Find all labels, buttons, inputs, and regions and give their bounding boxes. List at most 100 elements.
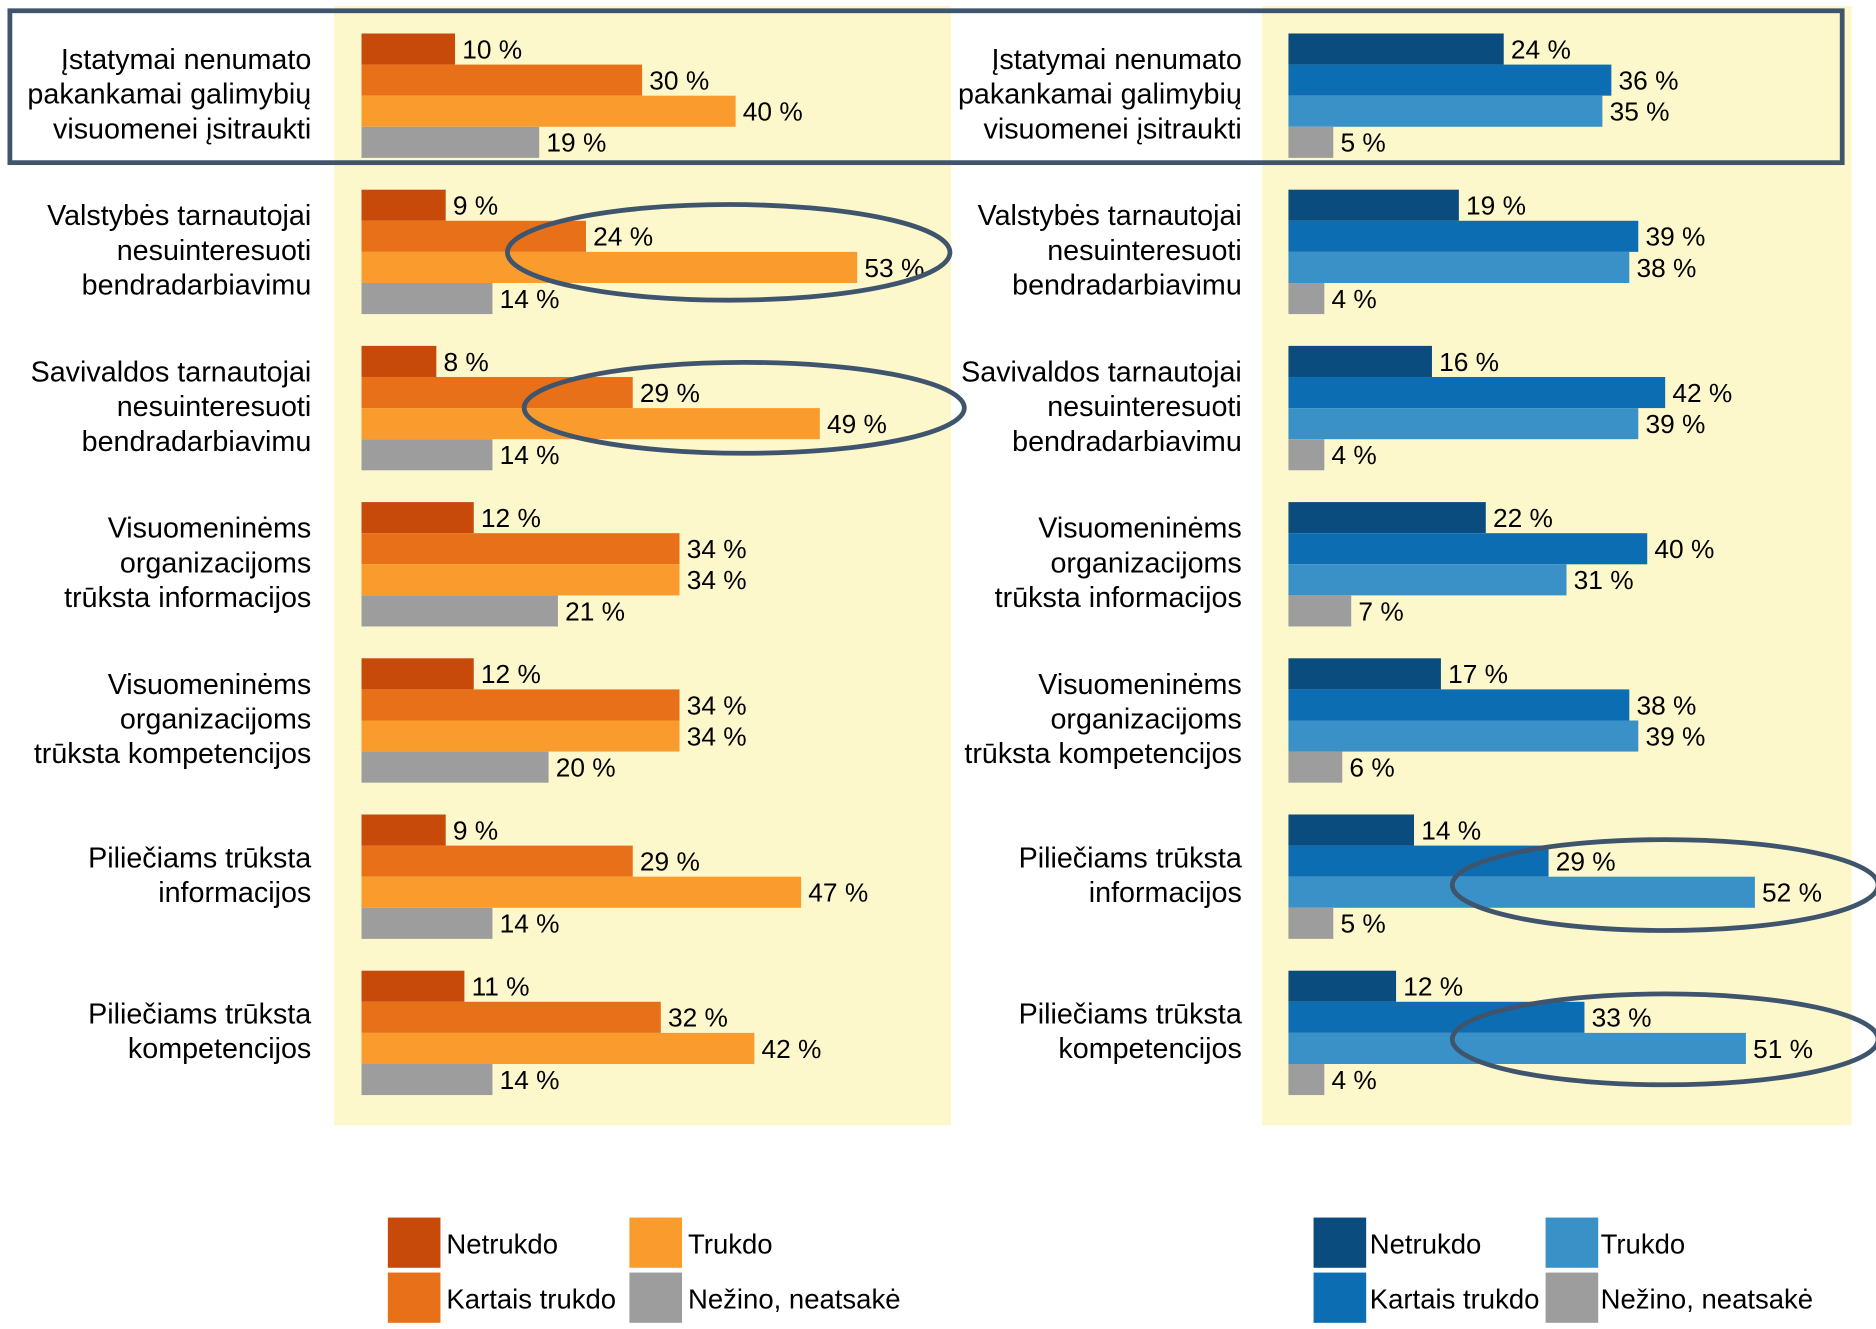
bar <box>1288 658 1441 690</box>
value-label: 47 % <box>808 878 868 908</box>
value-label: 33 % <box>1592 1003 1652 1033</box>
bar <box>361 533 680 565</box>
value-label: 34 % <box>687 534 747 564</box>
legend-swatch <box>629 1272 683 1323</box>
bar <box>1288 907 1334 939</box>
value-label: 42 % <box>762 1034 822 1064</box>
value-label: 22 % <box>1493 503 1553 533</box>
bar <box>361 345 437 377</box>
value-label: 8 % <box>444 347 489 377</box>
bar <box>1288 689 1630 721</box>
bar <box>361 439 493 471</box>
highlight-box <box>7 8 1845 166</box>
bar <box>1288 595 1352 627</box>
value-label: 12 % <box>481 503 541 533</box>
value-label: 21 % <box>565 596 625 626</box>
bar <box>1288 220 1639 252</box>
legend-swatch <box>629 1217 683 1268</box>
bar <box>1288 376 1666 409</box>
value-label: 9 % <box>453 191 498 221</box>
value-label: 38 % <box>1636 253 1696 283</box>
value-label: 40 % <box>743 97 803 127</box>
bar <box>361 126 540 158</box>
value-label: 12 % <box>1403 972 1463 1002</box>
value-label: 31 % <box>1574 565 1634 595</box>
bar <box>361 251 858 283</box>
value-label: 29 % <box>640 378 700 408</box>
highlight-ellipse <box>521 360 967 456</box>
value-label: 14 % <box>500 909 560 939</box>
value-label: 42 % <box>1672 378 1732 408</box>
value-label: 29 % <box>640 846 700 876</box>
value-label: 14 % <box>500 1065 560 1095</box>
value-label: 20 % <box>556 752 616 782</box>
value-label: 34 % <box>687 721 747 751</box>
bar <box>361 1063 493 1096</box>
category-label: Visuomeninėms organizacijoms trūksta infor… <box>64 512 311 613</box>
bar <box>1288 345 1432 377</box>
bar <box>361 1001 661 1033</box>
legend-label: Netrukdo <box>1370 1229 1482 1260</box>
value-label: 14 % <box>500 284 560 314</box>
legend-label: Kartais trukdo <box>446 1284 616 1315</box>
bar <box>1288 95 1603 127</box>
value-label: 4 % <box>1331 440 1376 470</box>
category-label: Savivaldos tarnautojai nesuinteresuoti ben… <box>961 356 1242 457</box>
category-label: Savivaldos tarnautojai nesuinteresuoti ben… <box>31 356 312 457</box>
bar <box>361 64 643 96</box>
bar <box>1288 533 1648 565</box>
legend-label: Nežino, neatsakė <box>688 1284 901 1315</box>
legend-swatch <box>387 1272 441 1323</box>
bar <box>361 845 633 877</box>
legend-label: Kartais trukdo <box>1370 1284 1540 1315</box>
bar <box>1288 751 1343 783</box>
bar <box>1288 189 1459 221</box>
value-label: 34 % <box>687 565 747 595</box>
bar <box>1288 33 1504 65</box>
category-label: Piliečiams trūksta kompetencijos <box>1019 998 1242 1065</box>
value-label: 14 % <box>500 440 560 470</box>
value-label: 34 % <box>687 690 747 720</box>
bar <box>361 689 680 721</box>
value-label: 9 % <box>453 815 498 845</box>
category-label: Piliečiams trūksta kompetencijos <box>88 998 311 1065</box>
bar <box>1288 564 1567 596</box>
bar <box>361 876 802 908</box>
bar <box>361 564 680 596</box>
bar <box>361 814 446 846</box>
value-label: 39 % <box>1645 222 1705 252</box>
bar <box>361 95 736 127</box>
value-label: 14 % <box>1421 815 1481 845</box>
value-label: 19 % <box>1466 191 1526 221</box>
bar <box>1288 64 1612 96</box>
bar <box>361 408 820 440</box>
bar <box>1288 126 1334 158</box>
value-label: 11 % <box>472 972 530 1002</box>
bar <box>1288 1063 1325 1096</box>
legend-label: Netrukdo <box>446 1229 558 1260</box>
value-label: 6 % <box>1349 752 1394 782</box>
bar <box>361 970 465 1002</box>
value-label: 38 % <box>1636 690 1696 720</box>
value-label: 17 % <box>1448 659 1508 689</box>
bar <box>361 33 456 65</box>
value-label: 10 % <box>462 34 522 64</box>
value-label: 4 % <box>1331 284 1376 314</box>
value-label: 40 % <box>1654 534 1714 564</box>
highlight-ellipse <box>1449 837 1876 933</box>
value-label: 30 % <box>649 65 709 95</box>
value-label: 4 % <box>1331 1065 1376 1095</box>
legend-label: Trukdo <box>688 1229 773 1260</box>
bar <box>1288 502 1486 534</box>
bar <box>1288 845 1549 877</box>
legend-swatch <box>1313 1217 1367 1268</box>
bar <box>1288 720 1639 752</box>
legend-swatch <box>1313 1272 1367 1323</box>
bar <box>1288 876 1755 908</box>
bar <box>1288 408 1639 440</box>
bar <box>1288 439 1325 471</box>
legend-label: Trukdo <box>1601 1229 1686 1260</box>
highlight-ellipse <box>1449 991 1876 1088</box>
bar <box>1288 1032 1746 1064</box>
